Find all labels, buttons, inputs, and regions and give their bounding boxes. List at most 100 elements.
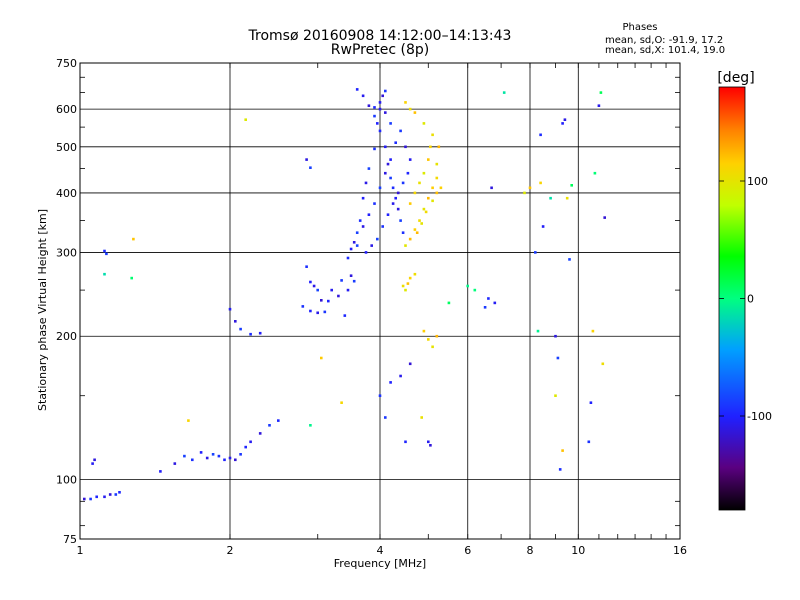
- echo-point: [422, 122, 426, 125]
- echo-point: [91, 462, 94, 465]
- y-tick-label: 300: [56, 246, 77, 259]
- echo-point: [309, 309, 312, 313]
- echo-point: [570, 184, 573, 187]
- echo-point: [205, 456, 209, 460]
- echo-point: [320, 299, 323, 302]
- echo-point: [103, 495, 106, 499]
- echo-point: [401, 231, 405, 234]
- echo-point: [191, 458, 194, 462]
- echo-point: [95, 495, 98, 499]
- colorbar-tick-label: 100: [747, 175, 768, 188]
- echo-point: [413, 191, 417, 195]
- echo-point: [431, 345, 434, 349]
- echo-point: [309, 424, 312, 427]
- echo-point: [554, 394, 557, 397]
- echo-point: [523, 191, 526, 195]
- echo-point: [364, 251, 368, 254]
- echo-point: [381, 225, 384, 228]
- echo-point: [364, 181, 368, 185]
- echo-point: [349, 247, 353, 251]
- echo-point: [187, 419, 190, 422]
- echo-point: [404, 145, 407, 149]
- echo-point: [539, 133, 542, 137]
- y-tick-label: 600: [56, 103, 77, 116]
- echo-point: [373, 106, 376, 109]
- echo-point: [378, 186, 382, 190]
- chart-subtitle: RwPretec (8p): [331, 42, 429, 58]
- colorbar-tick-label: -100: [747, 410, 772, 423]
- echo-point: [389, 176, 392, 180]
- echo-point: [599, 91, 603, 94]
- echo-point: [89, 497, 92, 501]
- echo-point: [539, 181, 542, 185]
- echo-point: [437, 145, 441, 149]
- x-axis-label: Frequency [MHz]: [334, 557, 426, 570]
- echo-point: [589, 401, 593, 404]
- x-tick-label: 6: [464, 544, 471, 557]
- echo-point: [249, 332, 252, 336]
- echo-point: [534, 251, 537, 254]
- echo-point: [427, 158, 430, 161]
- echo-point: [370, 244, 373, 247]
- echo-point: [384, 171, 387, 175]
- echo-point: [367, 167, 371, 170]
- echo-point: [249, 440, 252, 444]
- echo-point: [258, 432, 262, 435]
- echo-point: [367, 213, 371, 216]
- echo-point: [320, 356, 323, 360]
- echo-point: [159, 470, 162, 473]
- y-axis-label: Stationary phase Virtual Height [km]: [36, 209, 49, 411]
- echo-point: [493, 301, 497, 305]
- echo-point: [487, 297, 490, 300]
- echo-point: [587, 440, 591, 444]
- echo-point: [418, 219, 421, 222]
- echo-point: [386, 213, 390, 216]
- x-tick-label: 8: [527, 544, 534, 557]
- echo-point: [396, 191, 400, 195]
- echo-point: [502, 91, 506, 94]
- echo-point: [406, 282, 410, 285]
- echo-point: [435, 176, 439, 180]
- echo-point: [239, 453, 242, 456]
- y-tick-label: 500: [56, 141, 77, 154]
- echo-point: [173, 462, 177, 465]
- echo-point: [528, 186, 532, 190]
- echo-point: [234, 320, 237, 323]
- echo-point: [422, 171, 426, 175]
- echo-point: [391, 186, 395, 190]
- echo-point: [603, 216, 606, 219]
- echo-point: [435, 162, 439, 166]
- echo-point: [349, 274, 353, 277]
- echo-point: [435, 191, 439, 195]
- echo-point: [130, 276, 133, 280]
- colorbar-tick-label: 0: [747, 293, 754, 306]
- echo-point: [420, 222, 423, 225]
- grid-lines: [80, 63, 680, 539]
- echo-point: [490, 186, 493, 190]
- echo-point: [373, 202, 376, 205]
- echo-point: [211, 453, 215, 456]
- echo-point: [108, 493, 112, 496]
- echo-point: [384, 416, 387, 419]
- echo-point: [427, 196, 430, 200]
- echo-point: [367, 104, 371, 107]
- echo-point: [558, 468, 562, 471]
- echo-point: [399, 129, 402, 133]
- echo-point: [561, 449, 564, 452]
- echo-point: [473, 288, 477, 292]
- echo-point: [424, 210, 428, 214]
- echo-point: [413, 228, 417, 231]
- echo-point: [234, 458, 237, 462]
- x-axis-ticks: 1 2 4 6 8 10 16: [77, 63, 687, 557]
- echo-point: [114, 493, 118, 496]
- echo-point: [361, 225, 365, 228]
- colorbar-ticks: 100 0 -100: [719, 175, 772, 423]
- x-tick-label: 16: [673, 544, 687, 557]
- echo-point: [199, 451, 203, 454]
- x-tick-label: 10: [571, 544, 585, 557]
- echo-point: [549, 196, 552, 200]
- echo-point: [597, 104, 601, 107]
- echo-point: [83, 497, 86, 501]
- echo-point: [466, 284, 469, 288]
- echo-point: [228, 456, 232, 460]
